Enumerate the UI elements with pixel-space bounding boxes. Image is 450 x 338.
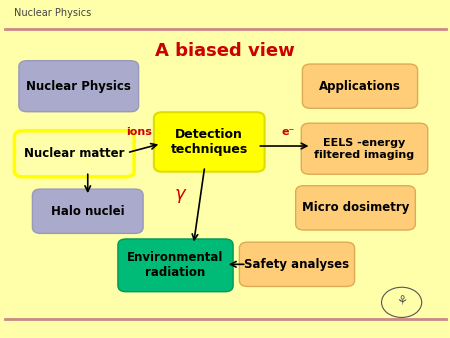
Text: Nuclear Physics: Nuclear Physics — [26, 80, 131, 93]
Text: ions: ions — [126, 127, 153, 137]
FancyBboxPatch shape — [154, 112, 265, 172]
Text: Safety analyses: Safety analyses — [244, 258, 350, 271]
Text: Applications: Applications — [319, 80, 401, 93]
Text: Halo nuclei: Halo nuclei — [51, 205, 125, 218]
Text: ⚘: ⚘ — [396, 295, 407, 308]
Text: Environmental
radiation: Environmental radiation — [127, 251, 224, 279]
FancyBboxPatch shape — [32, 189, 143, 233]
FancyBboxPatch shape — [118, 239, 233, 292]
FancyBboxPatch shape — [19, 61, 139, 112]
FancyBboxPatch shape — [302, 64, 418, 108]
FancyBboxPatch shape — [296, 186, 415, 230]
Text: A biased view: A biased view — [155, 42, 295, 60]
Text: γ: γ — [175, 186, 185, 203]
Text: EELS -energy
filtered imaging: EELS -energy filtered imaging — [315, 138, 414, 160]
Text: Micro dosimetry: Micro dosimetry — [302, 201, 409, 214]
Text: Detection
techniques: Detection techniques — [171, 128, 248, 156]
Text: e⁻: e⁻ — [281, 127, 295, 137]
FancyBboxPatch shape — [239, 242, 355, 287]
Text: Nuclear Physics: Nuclear Physics — [14, 8, 91, 19]
Text: Nuclear matter: Nuclear matter — [24, 147, 125, 160]
FancyBboxPatch shape — [302, 123, 427, 174]
FancyBboxPatch shape — [14, 131, 134, 177]
